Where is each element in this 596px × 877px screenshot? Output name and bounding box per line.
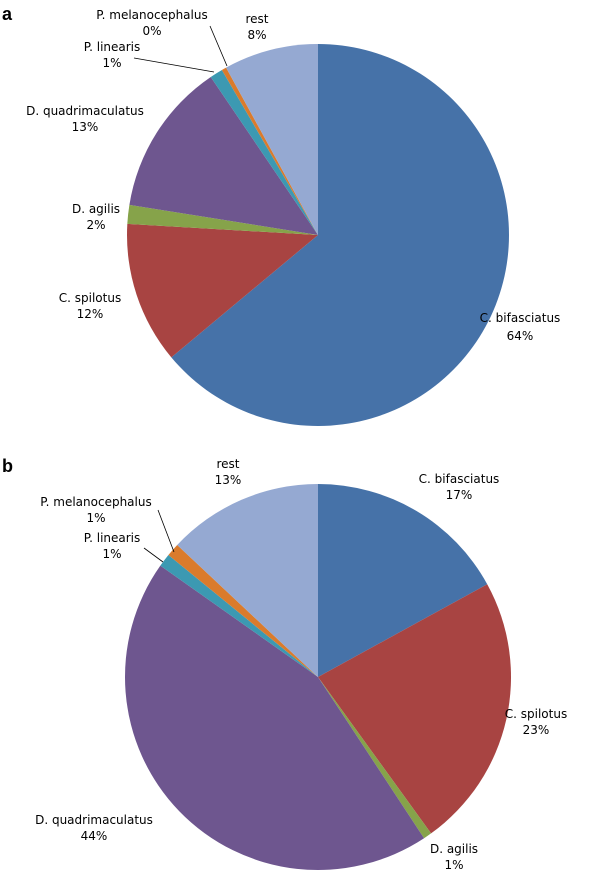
pie-b-slice-d-agilis <box>318 677 432 839</box>
pie-a-percent-p-melanocephalus: 0% <box>142 24 161 38</box>
pie-a-label-p-linearis: P. linearis <box>84 40 141 54</box>
pie-b-percent-c-spilotus: 23% <box>523 723 550 737</box>
pie-chart-a: a C. bifasciatus 64% C. spilotus 12% D. agil… <box>2 4 560 426</box>
pie-b-slice-p-linearis <box>160 555 318 677</box>
pie-b-leader-p-linearis <box>143 547 164 563</box>
pie-b-slice-p-melanocephalus <box>168 545 318 677</box>
pie-b-slice-d-quadrimaculatus <box>124 565 425 871</box>
pie-b-percent-c-bifasciatus: 17% <box>446 488 473 502</box>
pie-b-label-p-melanocephalus: P. melanocephalus <box>40 495 151 509</box>
pie-a-percent-d-agilis: 2% <box>86 218 105 232</box>
pie-a-percent-rest: 8% <box>247 28 266 42</box>
pie-b-label-p-linearis: P. linearis <box>84 531 141 545</box>
pie-a-label-c-spilotus: C. spilotus <box>59 291 121 305</box>
pie-b-slice-rest <box>177 484 318 677</box>
pie-a-slice-d-quadrimaculatus <box>129 76 318 236</box>
pie-b-labels: C. bifasciatus 17% C. spilotus 23% D. agilis… <box>35 457 567 872</box>
pie-b-label-rest: rest <box>216 457 239 471</box>
pie-a-slice-rest <box>226 44 318 235</box>
pie-b-percent-d-agilis: 1% <box>444 858 463 872</box>
pie-a-label-rest: rest <box>245 12 268 26</box>
pie-a-slice-p-melanocephalus <box>221 67 318 235</box>
pie-a-slice-c-bifasciatus <box>171 44 509 426</box>
pie-b-leader-p-melanocephalus <box>157 509 175 553</box>
panel-label-b: b <box>2 456 13 476</box>
pie-a-label-d-quadrimaculatus: D. quadrimaculatus <box>26 104 144 118</box>
pie-b-slice-c-bifasciatus <box>318 484 488 677</box>
pie-b-percent-p-melanocephalus: 1% <box>86 511 105 525</box>
pie-a-label-d-agilis: D. agilis <box>72 202 120 216</box>
pie-a-percent-d-quadrimaculatus: 13% <box>72 120 99 134</box>
pie-a-slice-c-spilotus <box>126 223 319 358</box>
pie-a-percent-c-spilotus: 12% <box>77 307 104 321</box>
pie-chart-b: b C. bifasciatus 17% C. spilotus 23% D. agil… <box>2 456 567 872</box>
pie-a-percent-c-bifasciatus: 64% <box>507 329 534 343</box>
pie-b-percent-rest: 13% <box>215 473 242 487</box>
pie-a-slice-d-agilis <box>127 204 318 235</box>
panel-label-a: a <box>2 4 13 24</box>
pie-a-leader-p-melanocephalus <box>209 25 228 67</box>
pie-a-percent-p-linearis: 1% <box>102 56 121 70</box>
pie-b-percent-p-linearis: 1% <box>102 547 121 561</box>
pie-a-label-c-bifasciatus: C. bifasciatus <box>480 311 561 325</box>
pie-a-labels: C. bifasciatus 64% C. spilotus 12% D. agilis… <box>26 8 560 343</box>
pie-a-leaders <box>133 25 228 73</box>
pie-a-slices <box>126 44 509 426</box>
pie-b-slices <box>124 484 512 871</box>
pie-a-label-p-melanocephalus: P. melanocephalus <box>96 8 207 22</box>
pie-b-label-c-bifasciatus: C. bifasciatus <box>419 472 500 486</box>
pie-b-label-d-agilis: D. agilis <box>430 842 478 856</box>
pie-a-slice-p-linearis <box>210 69 318 235</box>
pie-b-percent-d-quadrimaculatus: 44% <box>81 829 108 843</box>
pie-a-leader-p-linearis <box>133 57 215 73</box>
pie-b-label-d-quadrimaculatus: D. quadrimaculatus <box>35 813 153 827</box>
pie-b-label-c-spilotus: C. spilotus <box>505 707 567 721</box>
pie-b-leaders <box>143 509 175 563</box>
pie-b-slice-c-spilotus <box>318 584 512 834</box>
